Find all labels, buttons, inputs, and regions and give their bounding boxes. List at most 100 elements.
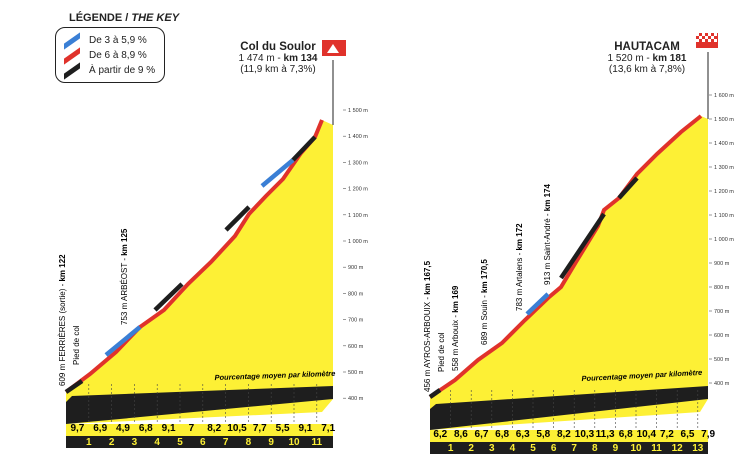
gradient-label: 6,5 — [681, 429, 695, 440]
segment-black — [617, 176, 639, 200]
summit-altitude: 1 474 m - — [238, 53, 284, 64]
gradient-label: 7,9 — [701, 429, 715, 440]
altitude-label: 500 m — [714, 357, 730, 363]
km-label: 4 — [510, 443, 516, 454]
altitude-label: 1 300 m — [348, 160, 368, 166]
altitude-label: 1 600 m — [714, 93, 734, 99]
waypoint-km: km 169 — [451, 285, 460, 313]
waypoint-text: 783 m Artalens - — [515, 251, 524, 311]
altitude-label: 600 m — [714, 333, 730, 339]
climb-stats: (11,9 km à 7,3%) — [240, 64, 316, 75]
km-labels: 1 2 3 4 5 6 7 8 9 10 11 — [86, 437, 323, 448]
waypoint-label: 913 m Saint-André - km 174 — [543, 184, 552, 285]
summit-km: km 134 — [283, 53, 318, 64]
altitude-label: 1 400 m — [348, 134, 368, 140]
segment-blue — [260, 158, 295, 188]
legend-title-fr: LÉGENDE — [69, 12, 123, 24]
altitude-label: 600 m — [348, 344, 364, 350]
km-axis-strip — [430, 430, 708, 442]
waypoint-text: 558 m Arbouix - — [451, 313, 460, 371]
km-label: 2 — [109, 437, 115, 448]
gradient-label: 6,8 — [495, 429, 509, 440]
altitude-label: 1 100 m — [348, 213, 368, 219]
legend-label: À partir de 9 % — [89, 65, 156, 76]
waypoint-label: 753 m ARBÉOST - km 125 — [120, 228, 129, 325]
km-axis-strip — [66, 424, 333, 436]
km-label: 8 — [246, 437, 252, 448]
waypoint-label: 558 m Arbouix - km 169 — [451, 285, 460, 371]
gradient-label: 6,9 — [93, 423, 107, 434]
km-label: 6 — [551, 443, 557, 454]
waypoint-km: km 167,5 — [423, 260, 432, 294]
altitude-label: 400 m — [714, 381, 730, 387]
km-label: 1 — [448, 443, 454, 454]
waypoint-label: 783 m Artalens - km 172 — [515, 223, 524, 311]
gradient-label: 8,2 — [207, 423, 221, 434]
gradient-label: 8,6 — [454, 429, 468, 440]
segment-black — [291, 135, 317, 162]
altitude-label: 1 100 m — [714, 213, 734, 219]
km-gridlines — [88, 384, 318, 424]
gradient-label: 6,3 — [516, 429, 530, 440]
waypoint-text: 456 m AYROS-ARBOUIX - — [423, 295, 432, 392]
km-label: 6 — [200, 437, 206, 448]
waypoint-label: 456 m AYROS-ARBOUIX - km 167,5 — [423, 260, 432, 392]
profile-base-side — [66, 386, 333, 424]
altitude-label: 1 000 m — [714, 237, 734, 243]
km-label: 5 — [530, 443, 536, 454]
km-label: 8 — [592, 443, 598, 454]
gradient-label: 9,1 — [162, 423, 176, 434]
km-label: 1 — [86, 437, 92, 448]
km-label: 2 — [468, 443, 474, 454]
segment-black — [224, 205, 251, 232]
km-label: 9 — [613, 443, 619, 454]
gradient-label: 5,5 — [276, 423, 290, 434]
km-axis-shadow — [66, 436, 333, 448]
km-labels: 1 2 3 4 5 6 7 8 9 10 11 12 13 — [448, 443, 704, 454]
km-label: 7 — [571, 443, 577, 454]
climb-name: Col du Soulor — [240, 41, 316, 53]
segment-blue — [525, 292, 550, 316]
gradient-label: 5,8 — [536, 429, 550, 440]
altitude-label: 700 m — [348, 318, 364, 324]
legend-item-very-steep: À partir de 9 % — [62, 61, 158, 80]
gradient-labels: 6,2 8,6 6,7 6,8 6,3 5,8 8,2 10,3 11,3 6,8 10,4 7,2 6… — [433, 429, 715, 440]
altitude-label: 1 200 m — [714, 189, 734, 195]
gradient-label: 9,7 — [70, 423, 84, 434]
waypoint-km: km 172 — [515, 223, 524, 251]
gradient-label: 7,1 — [321, 423, 335, 434]
km-axis-shadow — [430, 442, 708, 454]
altitude-label: 1 300 m — [714, 165, 734, 171]
altitude-axis: 1 600 m 1 500 m 1 400 m 1 300 m 1 200 m 1 100… — [709, 93, 734, 387]
profile-body — [430, 116, 708, 430]
waypoint-label: 609 m FERRIÈRES (sortie) - km 122 — [58, 254, 67, 386]
km-label: 12 — [672, 443, 684, 454]
gradient-label: 6,8 — [619, 429, 633, 440]
hautacam-profile: 6,2 8,6 6,7 6,8 6,3 5,8 8,2 10,3 11,3 6,8 10,4 7,2 6… — [423, 33, 734, 454]
altitude-axis: 1 500 m 1 400 m 1 300 m 1 200 m 1 100 m 1 000… — [343, 108, 368, 402]
gradient-label: 9,1 — [298, 423, 312, 434]
profile-edge — [428, 114, 703, 399]
km-label: 4 — [154, 437, 160, 448]
segment-black — [64, 379, 84, 394]
legend-item-steep: De 6 à 8,9 % — [62, 46, 158, 65]
altitude-label: 800 m — [714, 285, 730, 291]
km-label: 11 — [651, 443, 662, 454]
climb-stats: (13,6 km à 7,8%) — [608, 64, 686, 75]
legend-title-en: THE KEY — [131, 12, 180, 24]
segment-blue — [104, 325, 142, 357]
km-label: 3 — [489, 443, 495, 454]
altitude-label: 1 000 m — [348, 239, 368, 245]
altitude-label: 900 m — [348, 265, 364, 271]
gradient-label: 6,7 — [475, 429, 489, 440]
checkered-pattern-icon — [696, 33, 717, 42]
gradient-label: 10,3 — [575, 429, 595, 440]
altitude-label: 1 400 m — [714, 141, 734, 147]
waypoint-sub: Pied de col — [437, 332, 446, 372]
climb-name: HAUTACAM — [614, 41, 680, 53]
gradient-label: 6,2 — [433, 429, 447, 440]
gradient-label: 8,2 — [557, 429, 571, 440]
gradient-labels: 9,7 6,9 4,9 6,8 9,1 7 8,2 10,5 7,7 5,5 9,1 7,1 — [70, 423, 335, 434]
waypoint-text: 609 m FERRIÈRES (sortie) - — [58, 282, 67, 386]
